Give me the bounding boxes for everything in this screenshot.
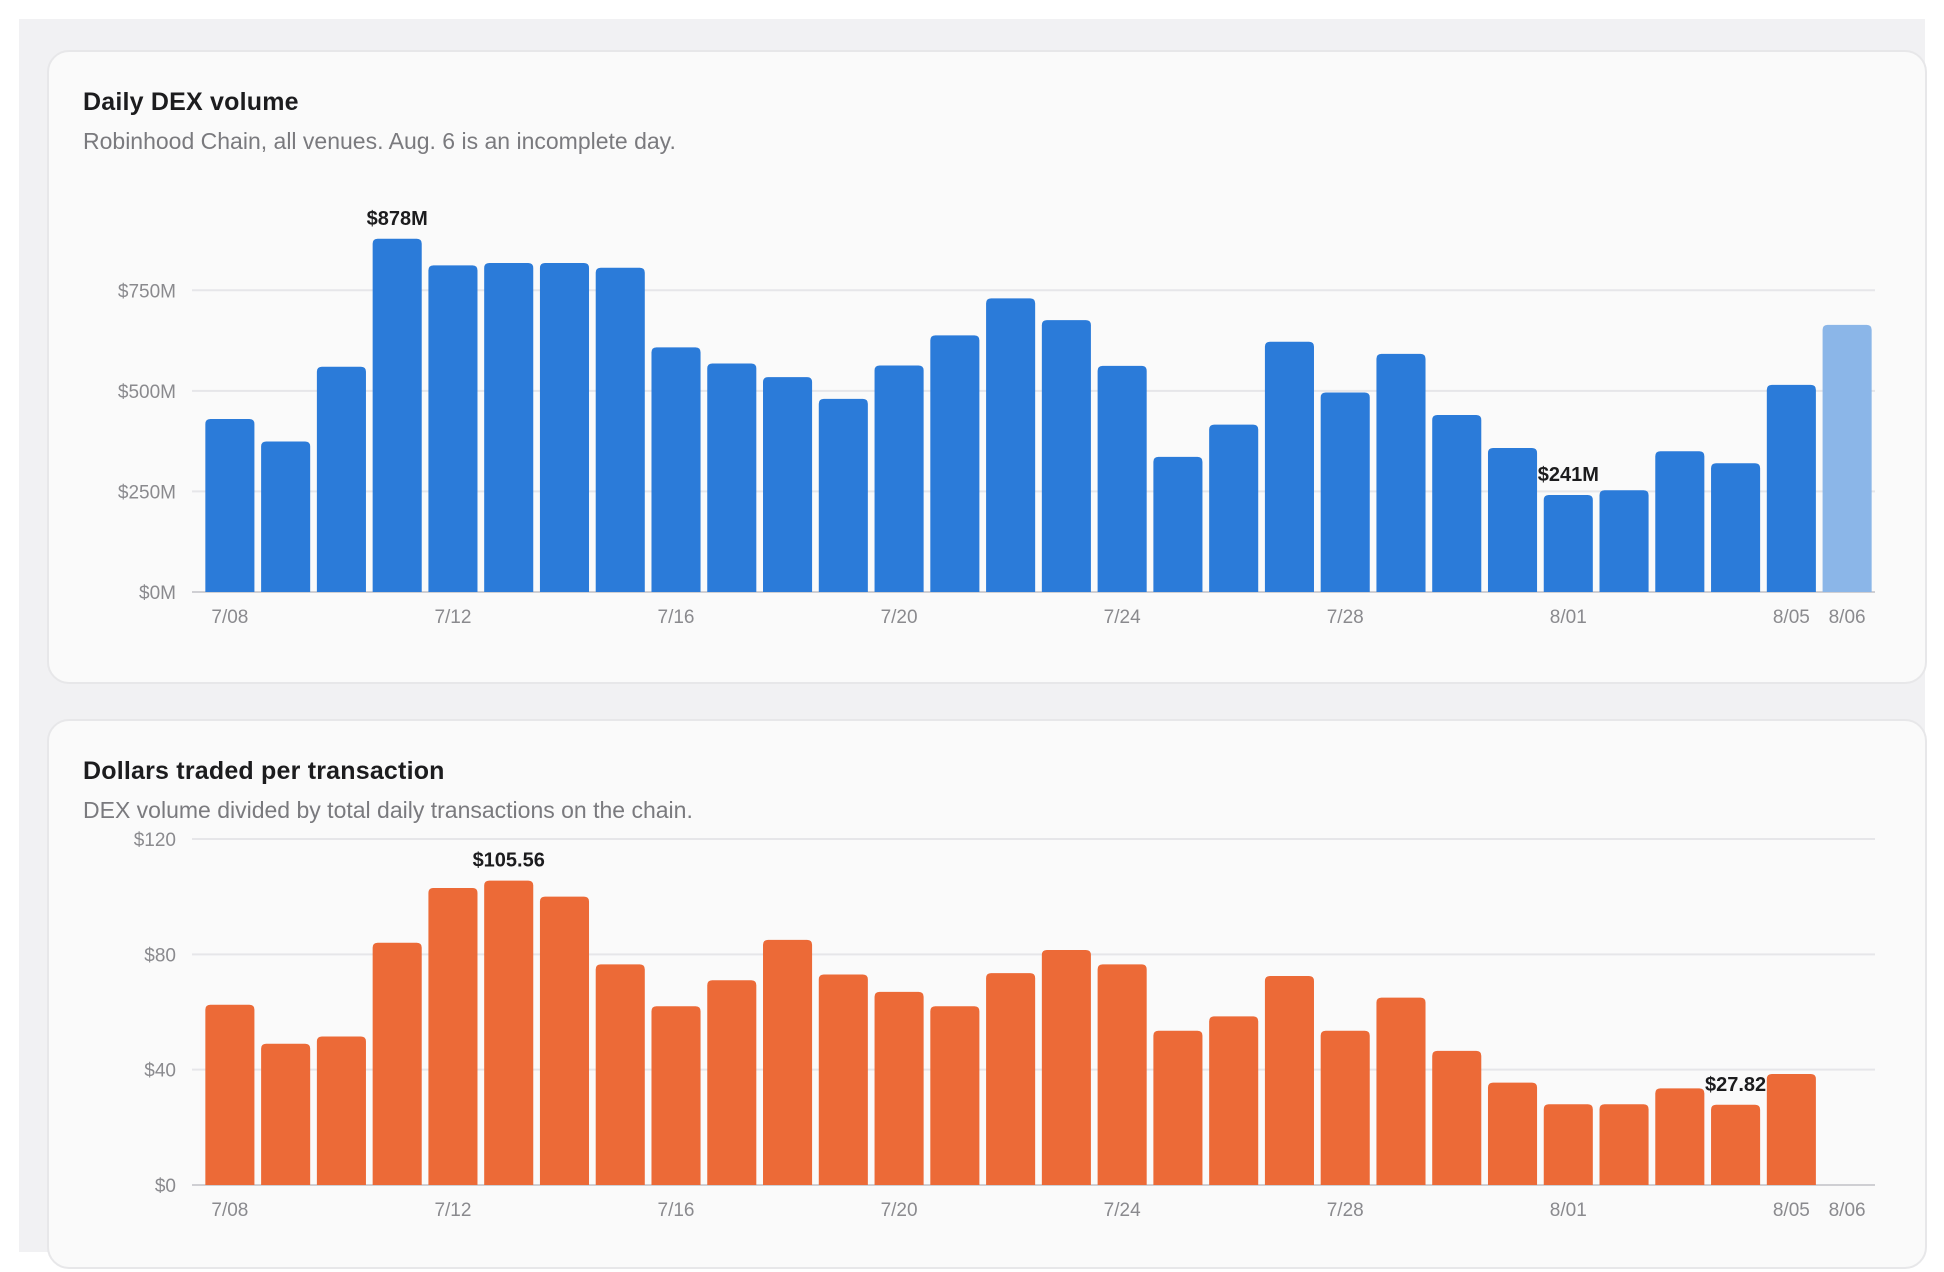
- data-label: $105.56: [473, 850, 545, 872]
- bar: [372, 238, 422, 592]
- y-tick-label: $750M: [118, 281, 176, 302]
- bar: [539, 262, 590, 592]
- x-tick-label: 7/24: [1104, 607, 1141, 628]
- bar: [205, 1004, 255, 1185]
- y-tick-label: $40: [144, 1061, 176, 1082]
- bar: [1376, 353, 1426, 592]
- bar: [1543, 495, 1593, 592]
- bar: [595, 267, 645, 592]
- x-tick-label: 7/24: [1104, 1200, 1141, 1221]
- bar: [930, 335, 980, 592]
- bar: [484, 262, 534, 592]
- bar: [484, 880, 534, 1185]
- x-tick-label: 7/16: [658, 607, 695, 628]
- y-tick-label: $250M: [118, 482, 176, 503]
- bar: [818, 398, 868, 592]
- bar: [1264, 975, 1314, 1185]
- bar: [539, 896, 590, 1185]
- bar: [595, 964, 645, 1185]
- bar: [1655, 451, 1705, 592]
- bar: [1264, 341, 1314, 592]
- x-tick-label: 8/05: [1773, 1200, 1810, 1221]
- x-tick-label: 7/20: [881, 607, 918, 628]
- bar: [1487, 447, 1538, 592]
- x-tick-label: 7/08: [211, 1200, 248, 1221]
- bar: [316, 1036, 366, 1185]
- bar: [1153, 1030, 1203, 1185]
- bar: [1599, 490, 1649, 592]
- bar: [1655, 1088, 1705, 1185]
- y-tick-label: $0M: [139, 583, 176, 604]
- daily-dex-volume-chart: $0M $250M $500M $750M 7/08 7/12 7/16 7/20 7/24 7/…: [118, 208, 1875, 628]
- data-label: $878M: [367, 208, 428, 230]
- x-tick-label: 7/12: [434, 607, 471, 628]
- bar: [818, 974, 868, 1185]
- bar: [1599, 1104, 1649, 1185]
- bar: [316, 366, 366, 592]
- bar: [1376, 997, 1426, 1185]
- bar: [1097, 365, 1147, 592]
- bar: [1320, 1030, 1370, 1185]
- bar: [428, 888, 478, 1185]
- x-tick-label: 7/16: [658, 1200, 695, 1221]
- x-tick-label: 8/05: [1773, 607, 1810, 628]
- daily-dex-volume-card: Daily DEX volume Robinhood Chain, all ve…: [47, 50, 1927, 684]
- bar: [428, 265, 478, 592]
- bar: [874, 365, 924, 592]
- x-tick-label: 7/20: [881, 1200, 918, 1221]
- bar: [1432, 415, 1482, 592]
- bar: [1487, 1082, 1538, 1185]
- bar: [1320, 392, 1370, 592]
- chart-subtitle: Robinhood Chain, all venues. Aug. 6 is a…: [83, 128, 676, 154]
- x-tick-label: 8/01: [1550, 607, 1587, 628]
- data-label: $241M: [1538, 464, 1599, 486]
- bar: [1209, 1016, 1259, 1185]
- x-tick-label: 7/28: [1327, 1200, 1364, 1221]
- x-tick-label: 7/08: [211, 607, 248, 628]
- dollars-per-transaction-chart: $0 $40 $80 $120 7/08 7/12 7/16 7/20 7/24 7/28 8/01…: [134, 830, 1875, 1221]
- data-label: $27.82: [1705, 1074, 1766, 1096]
- bar: [1711, 1104, 1761, 1185]
- bar: [1766, 384, 1816, 592]
- bar: [986, 298, 1036, 592]
- bar: [372, 942, 422, 1185]
- y-tick-label: $80: [144, 945, 176, 966]
- chart-subtitle: DEX volume divided by total daily transa…: [83, 797, 693, 823]
- bar: [1822, 324, 1872, 592]
- bar: [1041, 950, 1091, 1185]
- bar: [930, 1006, 980, 1185]
- chart-title: Dollars traded per transaction: [83, 757, 445, 785]
- x-tick-label: 8/06: [1829, 607, 1866, 628]
- bar: [1543, 1104, 1593, 1185]
- bar: [651, 1006, 701, 1185]
- bar: [707, 363, 757, 592]
- x-tick-label: 7/28: [1327, 607, 1364, 628]
- dashboard-background: Daily DEX volume Robinhood Chain, all ve…: [19, 19, 1927, 1269]
- x-tick-label: 7/12: [434, 1200, 471, 1221]
- bar: [1097, 964, 1147, 1185]
- chart-title: Daily DEX volume: [83, 88, 299, 116]
- bar: [261, 1043, 311, 1185]
- y-tick-label: $0: [155, 1176, 176, 1197]
- bar: [1432, 1050, 1482, 1185]
- bar: [874, 991, 924, 1185]
- bar: [651, 347, 701, 592]
- bar: [1041, 320, 1091, 592]
- y-tick-label: $500M: [118, 382, 176, 403]
- bar: [763, 939, 813, 1185]
- bar: [205, 419, 255, 592]
- bar: [261, 441, 311, 592]
- bar: [763, 377, 813, 592]
- dollars-per-transaction-card: Dollars traded per transaction DEX volum…: [47, 719, 1927, 1269]
- x-tick-label: 8/01: [1550, 1200, 1587, 1221]
- bar: [1209, 424, 1259, 592]
- bar: [986, 973, 1036, 1185]
- bar: [1153, 456, 1203, 592]
- bar: [707, 980, 757, 1185]
- x-tick-label: 8/06: [1829, 1200, 1866, 1221]
- y-tick-label: $120: [134, 830, 176, 851]
- bar: [1766, 1073, 1816, 1185]
- bar: [1711, 463, 1761, 592]
